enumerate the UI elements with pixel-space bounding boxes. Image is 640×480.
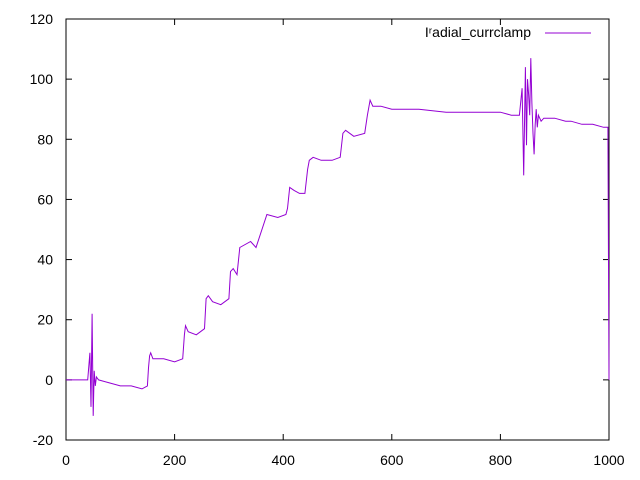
y-tick-label: 20	[37, 312, 53, 328]
y-tick-label: 100	[30, 71, 54, 87]
x-tick-label: 200	[163, 452, 187, 468]
series-layer	[66, 58, 610, 416]
y-tick-label: 40	[37, 252, 53, 268]
x-tick-label: 1000	[593, 452, 624, 468]
y-tick-label: 60	[37, 191, 53, 207]
x-tick-label: 400	[272, 452, 296, 468]
x-tick-label: 800	[489, 452, 513, 468]
x-tick-label: 0	[62, 452, 70, 468]
series-line-0	[66, 58, 610, 416]
y-tick-label: 120	[30, 11, 54, 27]
plot-frame	[65, 18, 610, 441]
axes: 0 200 400 600 800 1000 -20 0 20 40 60 80 100 120	[30, 11, 625, 468]
legend-label: Iʳadial_currclamp	[425, 24, 531, 40]
y-tick-label: 0	[45, 372, 53, 388]
y-tick-label: 80	[37, 131, 53, 147]
x-tick-label: 600	[380, 452, 404, 468]
y-tick-label: -20	[33, 432, 53, 448]
legend: Iʳadial_currclamp	[425, 24, 591, 40]
